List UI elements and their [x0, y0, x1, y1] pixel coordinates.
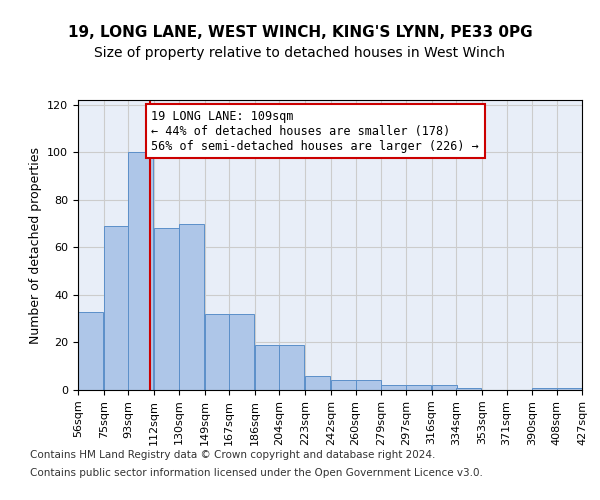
Bar — [128, 152, 154, 390]
Bar — [557, 388, 582, 390]
Bar — [382, 385, 407, 390]
Text: 19 LONG LANE: 109sqm
← 44% of detached houses are smaller (178)
56% of semi-deta: 19 LONG LANE: 109sqm ← 44% of detached h… — [151, 110, 479, 152]
Bar — [78, 312, 103, 390]
Bar — [356, 380, 380, 390]
Text: Size of property relative to detached houses in West Winch: Size of property relative to detached ho… — [95, 46, 505, 60]
Bar — [280, 345, 304, 390]
Bar — [229, 314, 254, 390]
Bar — [255, 345, 280, 390]
Text: Contains public sector information licensed under the Open Government Licence v3: Contains public sector information licen… — [30, 468, 483, 477]
Text: Contains HM Land Registry data © Crown copyright and database right 2024.: Contains HM Land Registry data © Crown c… — [30, 450, 436, 460]
Bar — [406, 385, 431, 390]
Bar — [431, 385, 457, 390]
Bar — [179, 224, 204, 390]
Bar — [456, 388, 481, 390]
Y-axis label: Number of detached properties: Number of detached properties — [29, 146, 41, 344]
Text: 19, LONG LANE, WEST WINCH, KING'S LYNN, PE33 0PG: 19, LONG LANE, WEST WINCH, KING'S LYNN, … — [68, 25, 532, 40]
Bar — [305, 376, 331, 390]
Bar — [205, 314, 230, 390]
Bar — [331, 380, 356, 390]
Bar — [104, 226, 129, 390]
Bar — [532, 388, 557, 390]
Bar — [154, 228, 179, 390]
